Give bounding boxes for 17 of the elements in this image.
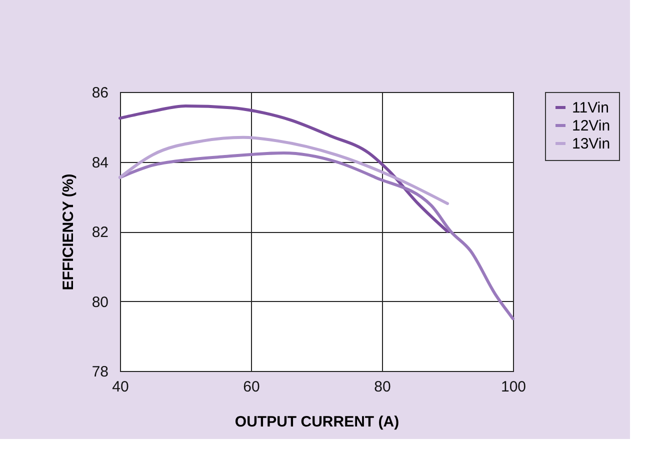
line-series xyxy=(118,152,514,320)
legend-label: 13Vin xyxy=(572,136,610,152)
legend-label: 11Vin xyxy=(572,100,609,116)
y-tick-label: 80 xyxy=(92,294,108,311)
x-tick-label: 60 xyxy=(243,378,260,396)
legend-label: 12Vin xyxy=(572,118,610,134)
x-tick-label: 80 xyxy=(374,378,391,396)
y-tick-label: 86 xyxy=(92,84,108,102)
x-tick-label: 40 xyxy=(112,378,129,396)
y-tick-label: 84 xyxy=(92,154,108,172)
x-tick-label: 100 xyxy=(500,378,526,396)
x-axis-title: OUTPUT CURRENT (A) xyxy=(234,414,400,430)
y-tick-label: 78 xyxy=(92,364,108,380)
line-series xyxy=(118,136,449,206)
line-series xyxy=(118,104,449,233)
y-axis-title: EFFICIENCY (%) xyxy=(60,174,77,290)
y-tick-label: 82 xyxy=(92,224,108,241)
